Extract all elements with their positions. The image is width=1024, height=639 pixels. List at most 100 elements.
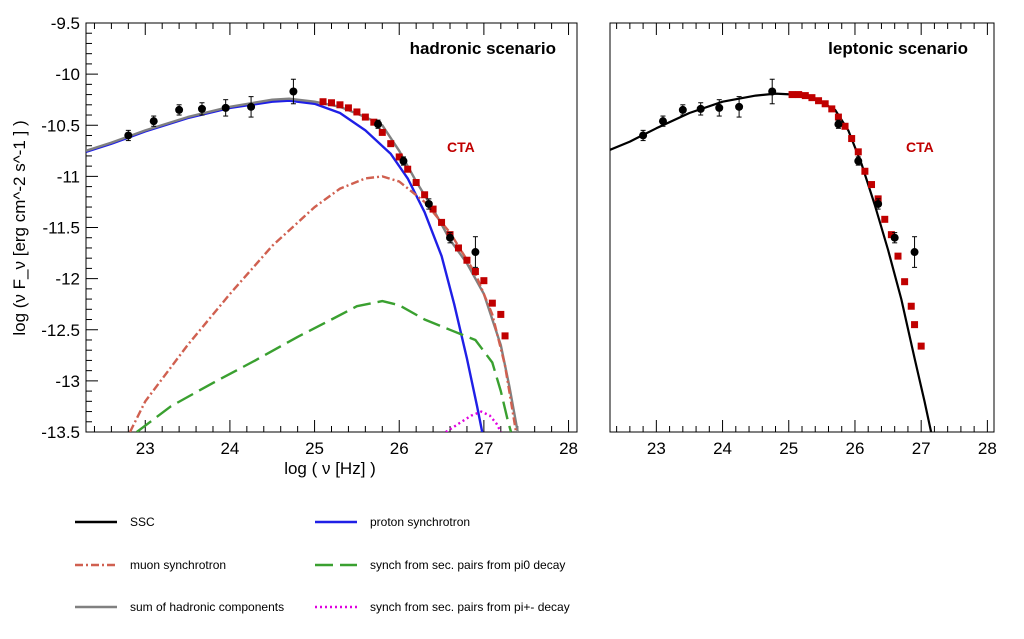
cta-point [336,101,344,109]
cta-point [404,165,412,173]
cta-point [353,108,361,116]
y-tick-label: -13 [55,372,80,391]
cta-point [848,135,856,143]
cta-label: CTA [906,139,934,155]
cta-point [788,91,796,99]
cta-point [387,140,395,148]
cta-point [421,191,429,199]
data-point [399,157,408,166]
x-tick-label: 27 [474,439,493,458]
cta-point [501,332,509,340]
x-tick-label: 23 [136,439,155,458]
legend-label: muon synchrotron [130,558,226,572]
legend: SSC proton synchrotron muon synchrotron syn… [75,515,570,614]
y-tick-label: -13.5 [41,423,80,442]
data-point [715,103,724,112]
cta-point [471,267,479,275]
x-tick-label: 28 [978,439,997,458]
legend-label: synch from sec. pairs from pi+- decay [370,600,570,614]
y-tick-label: -12 [55,270,80,289]
x-tick-label: 25 [305,439,324,458]
cta-point [454,244,462,252]
cta-point [907,302,915,310]
cta-point [841,122,849,130]
cta-point [917,342,925,350]
data-point [834,120,843,129]
data-point [221,103,230,112]
cta-point [488,299,496,307]
data-point [289,87,298,96]
x-tick-label: 24 [220,439,239,458]
data-point [658,117,667,126]
series-proton-synchrotron [86,99,484,432]
leptonic-panel: 23 24 25 26 27 28 leptonic scenario CTA [609,22,997,458]
data-point [149,117,158,126]
data-point [910,248,919,257]
cta-point [395,153,403,161]
data-point [854,157,863,166]
x-tick-label: 28 [559,439,578,458]
data-point [374,120,383,129]
cta-point [861,167,869,175]
cta-point [319,98,327,106]
data-point [678,105,687,114]
y-tick-label: -11.5 [43,219,81,238]
y-tick-label: -11 [57,167,80,186]
cta-point [361,113,369,121]
plot-frame [609,22,995,433]
data-point [175,105,184,114]
cta-point [429,205,437,213]
cta-point [497,310,505,318]
cta-point [463,256,471,264]
hadronic-panel: 23 24 25 26 27 28 -9.5 -10 -10.5 -11 -11.5 -12 -12.5… [41,14,578,458]
cta-point [901,278,909,286]
cta-point [821,100,829,108]
cta-point [795,91,803,99]
cta-point [911,321,919,329]
series-ssc [610,92,933,432]
cta-point [344,104,352,112]
cta-point [887,231,895,239]
panel-title: leptonic scenario [828,39,968,58]
cta-point [881,215,889,223]
cta-point [828,105,836,113]
x-tick-label: 27 [912,439,931,458]
cta-point [480,277,488,285]
cta-point [808,94,816,102]
plot-frame [85,22,578,433]
y-tick-label: -9.5 [51,14,80,33]
data-point [124,131,133,140]
cta-point [894,252,902,260]
y-tick-label: -12.5 [41,321,80,340]
series-synch-from-sec-pairs-from-pi0-decay [136,299,513,432]
x-axis-title: log ( ν [Hz] ) [284,459,376,478]
x-tick-label: 24 [713,439,732,458]
cta-point [868,181,876,189]
cta-point [412,179,420,187]
y-tick-label: -10 [55,65,80,84]
data-point [197,104,206,113]
cta-point [438,218,446,226]
cta-point [370,118,378,126]
cta-label: CTA [447,139,475,155]
data-point [696,104,705,113]
cta-point [834,113,842,121]
data-point [890,233,899,242]
series-muon-synchrotron [128,175,518,432]
x-tick-label: 26 [390,439,409,458]
cta-point [328,99,335,107]
x-tick-label: 25 [779,439,798,458]
series-synch-from-sec-pairs-from-pi-decay [445,410,502,432]
data-point [768,87,777,96]
data-point [446,233,455,242]
legend-label: sum of hadronic components [130,600,284,614]
y-axis-title: log (ν F_ν [erg cm^-2 s^-1 ] ) [10,120,29,335]
x-tick-label: 23 [647,439,666,458]
data-point [639,131,648,140]
cta-point [815,97,823,105]
data-point [735,102,744,111]
y-tick-label: -10.5 [41,116,80,135]
cta-point [801,92,809,100]
data-point [424,199,433,208]
